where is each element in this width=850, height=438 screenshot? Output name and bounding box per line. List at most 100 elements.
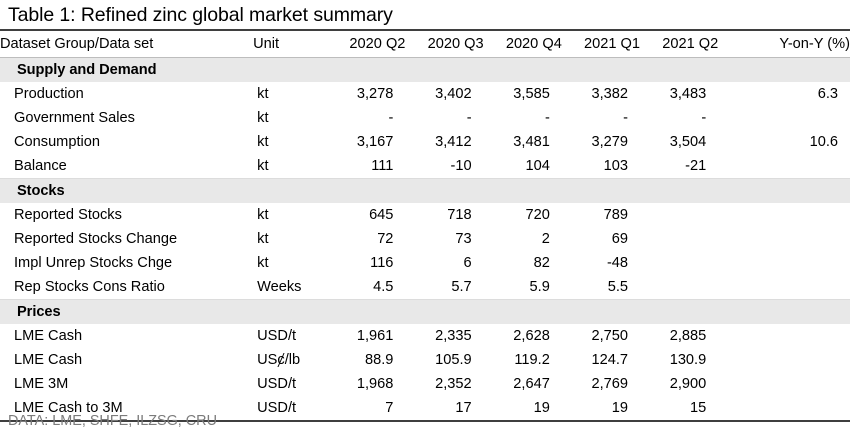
cell-value: 3,483: [669, 86, 707, 102]
cell-value: 2,769: [591, 376, 629, 392]
cell-value: [640, 251, 718, 275]
column-header-2020-q4: 2020 Q4: [483, 29, 562, 58]
cell-value: 2,335: [435, 328, 472, 344]
row-label: Rep Stocks Cons Ratio: [14, 279, 165, 295]
cell-value: 3,382: [591, 86, 629, 102]
row-label: Production: [14, 86, 84, 102]
cell-value: 73: [455, 231, 472, 247]
cell-value: 82: [533, 255, 550, 271]
cell-value: 119.2: [514, 352, 550, 368]
cell-value: 2,885: [669, 328, 707, 344]
table-row: Production kt 3,278 3,402 3,585 3,382 3,483 6.3: [0, 82, 850, 106]
cell-yoy: [718, 251, 850, 275]
table-row: Reported Stocks Change kt 72 73 2 69: [0, 227, 850, 251]
table-row: Balance kt 111 -10 104 103 -21: [0, 154, 850, 179]
cell-value: 645: [369, 207, 394, 223]
row-label: LME Cash: [14, 328, 83, 344]
cell-value: 104: [525, 158, 550, 174]
cell-yoy: 10.6: [809, 134, 838, 150]
cell-value: 1,961: [356, 328, 394, 344]
cell-yoy: [718, 348, 850, 372]
row-unit: USD/t: [253, 396, 328, 422]
cell-value: 15: [640, 396, 719, 422]
cell-value: -: [701, 110, 707, 126]
cell-value: -: [544, 110, 550, 126]
cell-value: 69: [611, 231, 629, 247]
group-header-label: Prices: [0, 299, 850, 324]
cell-value: 720: [525, 207, 550, 223]
page-title: Table 1: Refined zinc global market summ…: [8, 4, 393, 26]
row-unit: kt: [257, 255, 269, 271]
table-row: LME Cash to 3M USD/t 7 17 19 19 15: [0, 396, 850, 422]
row-unit: kt: [257, 207, 269, 223]
cell-value: 1,968: [356, 376, 394, 392]
group-header-label: Supply and Demand: [0, 57, 850, 82]
row-unit: kt: [257, 231, 269, 247]
cell-value: 3,412: [435, 134, 472, 150]
cell-value: 5.9: [529, 279, 550, 295]
cell-value: 3,585: [513, 86, 550, 102]
table-row: LME 3M USD/t 1,968 2,352 2,647 2,769 2,900: [0, 372, 850, 396]
cell-yoy: 6.3: [817, 86, 838, 102]
cell-value: 5.5: [607, 279, 629, 295]
column-header-2020-q2: 2020 Q2: [327, 29, 406, 58]
cell-value: [640, 227, 718, 251]
table-row: Government Sales kt - - - - -: [0, 106, 850, 130]
table-row: Reported Stocks kt 645 718 720 789: [0, 203, 850, 227]
row-label: Impl Unrep Stocks Chge: [14, 255, 173, 271]
row-label: Reported Stocks: [14, 207, 122, 223]
column-header-yoy: Y-on-Y (%): [718, 29, 850, 58]
cell-value: 111: [371, 158, 394, 174]
market-summary-table: Dataset Group/Data set Unit 2020 Q2 2020…: [0, 29, 850, 422]
cell-value: 105.9: [435, 352, 472, 368]
cell-value: 4.5: [373, 279, 394, 295]
data-source-note: DATA: LME, SHFE, ILZSG, CRU: [8, 413, 217, 429]
row-label: Government Sales: [14, 110, 135, 126]
table-header: Dataset Group/Data set Unit 2020 Q2 2020…: [0, 29, 850, 58]
row-label: LME Cash to 3M: [0, 396, 254, 422]
cell-yoy: [718, 154, 850, 179]
cell-value: 3,402: [435, 86, 472, 102]
group-header-row: Prices: [0, 299, 850, 324]
cell-value: 3,504: [669, 134, 707, 150]
cell-value: 2: [541, 231, 550, 247]
cell-value: 2,628: [513, 328, 550, 344]
row-label: Reported Stocks Change: [14, 231, 178, 247]
cell-value: [640, 203, 718, 227]
cell-value: 3,279: [591, 134, 629, 150]
cell-value: -: [388, 110, 394, 126]
group-header-label: Stocks: [0, 178, 850, 203]
cell-value: 5.7: [451, 279, 472, 295]
cell-value: -10: [450, 158, 472, 174]
row-unit: USD/t: [257, 328, 297, 344]
row-unit: kt: [257, 134, 269, 150]
cell-value: 72: [377, 231, 394, 247]
market-summary-table-container: Dataset Group/Data set Unit 2020 Q2 2020…: [0, 29, 850, 422]
cell-value: 19: [561, 396, 641, 422]
cell-value: -48: [606, 255, 629, 271]
column-header-2020-q3: 2020 Q3: [405, 29, 484, 58]
row-label: Balance: [14, 158, 67, 174]
cell-value: 116: [370, 255, 394, 271]
row-unit: kt: [257, 110, 269, 126]
cell-value: 2,900: [669, 376, 707, 392]
cell-value: 2,352: [435, 376, 472, 392]
cell-value: 124.7: [591, 352, 629, 368]
row-label: Consumption: [14, 134, 100, 150]
cell-value: -21: [685, 158, 707, 174]
cell-yoy: [718, 106, 850, 130]
cell-value: -: [466, 110, 472, 126]
table-row: Rep Stocks Cons Ratio Weeks 4.5 5.7 5.9 5.5: [0, 275, 850, 300]
cell-value: 718: [447, 207, 472, 223]
column-header-2021-q2: 2021 Q2: [640, 29, 719, 58]
group-header-row: Stocks: [0, 178, 850, 203]
column-header-dataset: Dataset Group/Data set: [0, 29, 254, 58]
cell-yoy: [718, 227, 850, 251]
table-row: LME Cash USȼ/lb 88.9 105.9 119.2 124.7 130.9: [0, 348, 850, 372]
cell-value: 130.9: [669, 352, 707, 368]
cell-yoy: [718, 396, 850, 422]
cell-yoy: [718, 372, 850, 396]
cell-yoy: [718, 203, 850, 227]
row-unit: kt: [257, 158, 269, 174]
